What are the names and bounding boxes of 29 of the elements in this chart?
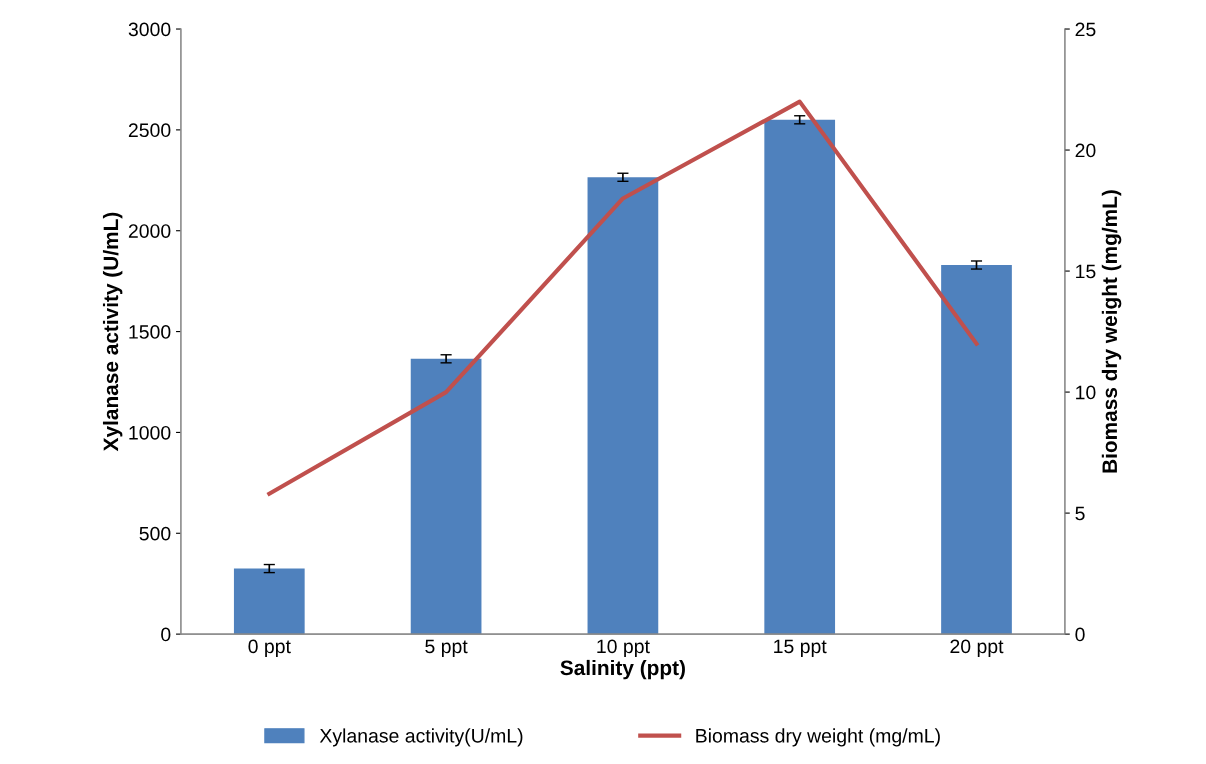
y2-tick-label: 15: [1076, 264, 1096, 279]
y2-axis-title: Biomass dry weight (mg/mL): [1101, 190, 1122, 473]
bar: [764, 119, 836, 635]
y2-tick-label: 10: [1076, 385, 1096, 400]
x-tick-label: 10 ppt: [597, 639, 650, 658]
legend-label: Biomass dry weight (mg/mL): [696, 728, 940, 747]
y2-tick-label: 0: [1075, 627, 1085, 642]
line-series: [267, 99, 979, 496]
y-tick-label: 2500: [128, 123, 171, 138]
bar: [233, 568, 305, 635]
y-tick-label: 0: [161, 627, 171, 642]
y-axis-title: Xylanase activity (U/mL): [102, 212, 123, 452]
x-tick-label: 15 ppt: [774, 639, 827, 658]
y-tick-label: 1000: [129, 425, 171, 440]
y2-tick-label: 20: [1075, 143, 1096, 158]
x-tick-label: 0 ppt: [248, 639, 291, 658]
x-tick-label: 5 ppt: [425, 639, 468, 658]
bar: [587, 177, 659, 635]
bar: [410, 358, 482, 635]
y-tick-label: 1500: [129, 325, 171, 339]
y-tick-label: 3000: [128, 22, 171, 37]
x-tick-label: 20 ppt: [950, 639, 1004, 658]
y-tick-label: 500: [139, 526, 171, 541]
y2-tick-label: 5: [1075, 506, 1085, 521]
bar: [941, 265, 1012, 635]
y2-tick-label: 25: [1075, 22, 1096, 37]
legend-label: Xylanase activity(U/mL): [319, 728, 523, 747]
x-axis-title: Salinity (ppt): [560, 659, 685, 680]
y-tick-label: 2000: [128, 224, 171, 238]
